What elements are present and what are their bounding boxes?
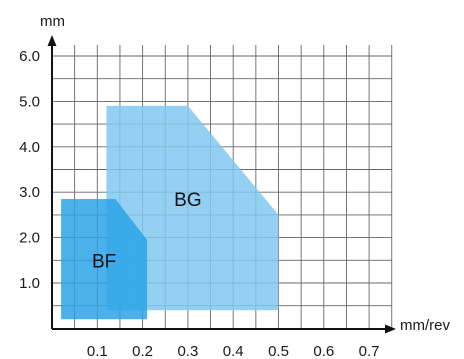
x-axis-title: mm/rev bbox=[400, 317, 450, 334]
region-labels: BG BF bbox=[92, 190, 202, 272]
x-tick-label: 0.2 bbox=[132, 343, 153, 359]
y-tick-label: 1.0 bbox=[19, 275, 40, 292]
y-tick-label: 5.0 bbox=[19, 93, 40, 110]
tick-labels: 0.1 0.2 0.3 0.4 0.5 0.6 0.7 1.0 2.0 3.0 4.0 5.0 6.0 bbox=[19, 48, 379, 359]
y-tick-label: 2.0 bbox=[19, 230, 40, 247]
x-tick-label: 0.4 bbox=[223, 343, 244, 359]
y-tick-label: 6.0 bbox=[19, 48, 40, 65]
region-label-bf: BF bbox=[92, 251, 116, 272]
y-axis-title: mm bbox=[40, 13, 65, 30]
x-tick-label: 0.5 bbox=[268, 343, 289, 359]
y-axis-arrow bbox=[47, 35, 57, 46]
x-tick-label: 0.3 bbox=[177, 343, 198, 359]
region-bf bbox=[61, 199, 148, 320]
x-tick-label: 0.7 bbox=[359, 343, 380, 359]
y-tick-label: 4.0 bbox=[19, 139, 40, 156]
region-bg bbox=[106, 105, 279, 311]
x-tick-label: 0.1 bbox=[87, 343, 108, 359]
x-axis-arrow bbox=[385, 324, 396, 334]
axes bbox=[47, 35, 396, 334]
regions bbox=[61, 105, 279, 320]
region-label-bg: BG bbox=[174, 190, 201, 211]
x-tick-label: 0.6 bbox=[313, 343, 334, 359]
y-tick-label: 3.0 bbox=[19, 184, 40, 201]
